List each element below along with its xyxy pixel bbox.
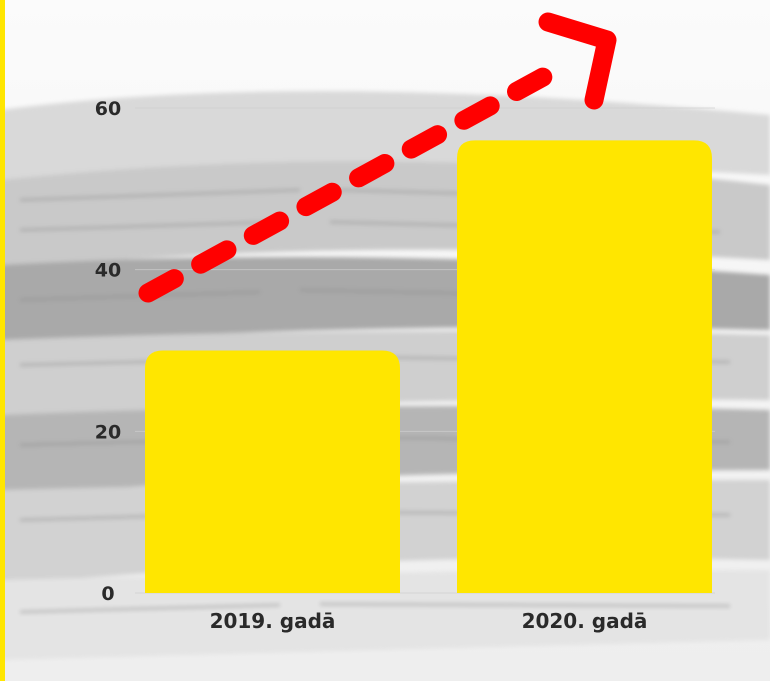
bar-1: [457, 140, 712, 594]
y-tick-label-2: 40: [95, 260, 121, 282]
trend-arrow-icon: [138, 12, 617, 303]
bar-0: [145, 350, 400, 593]
y-tick-label-3: 60: [95, 98, 121, 120]
y-axis-tick-labels: 0 20 40 60: [95, 98, 121, 605]
x-category-label-0: 2019. gadā: [210, 609, 336, 633]
y-tick-label-1: 20: [95, 421, 121, 443]
y-tick-label-0: 0: [101, 583, 114, 605]
x-axis-category-labels: 2019. gadā 2020. gadā: [210, 609, 648, 633]
trend-arrow-shaft: [138, 55, 575, 303]
bars: [145, 140, 712, 594]
trend-arrow-head: [538, 12, 617, 110]
x-category-label-1: 2020. gadā: [522, 609, 648, 633]
left-accent-edge: [0, 0, 5, 681]
